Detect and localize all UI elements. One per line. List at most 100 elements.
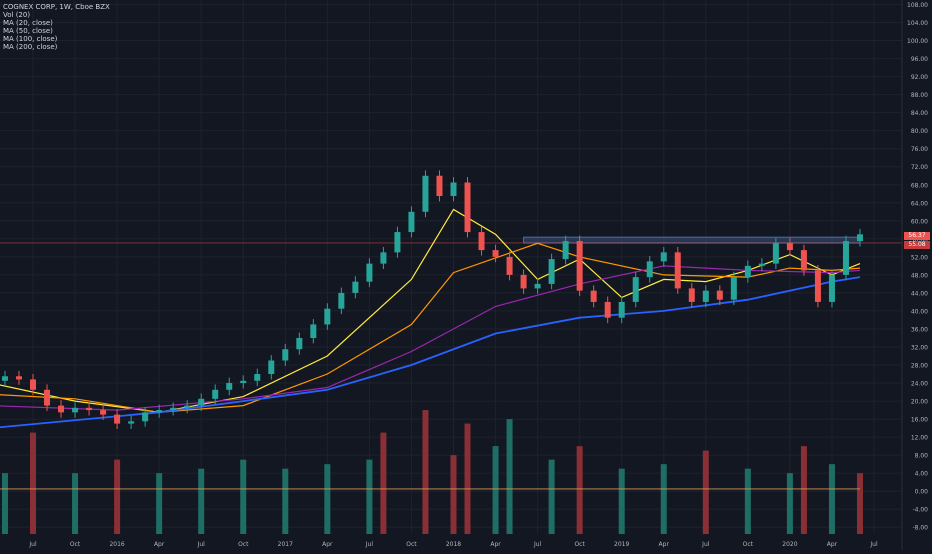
candle-body: [506, 256, 513, 275]
candle-body: [702, 290, 709, 302]
y-tick-label: 104.00: [907, 20, 928, 27]
y-tick-label: 40.00: [911, 308, 928, 315]
y-tick-label: 108.00: [907, 2, 928, 9]
candle-body: [296, 337, 303, 350]
axis-layer: 108.00 104.00 100.00 96.00 92.00 88.00 84.00 80…: [28, 0, 928, 550]
candle-body: [590, 290, 597, 302]
candle-body: [660, 252, 667, 262]
candle-body: [492, 250, 499, 257]
x-tick-label: Jul: [533, 541, 542, 548]
x-tick-label: Jul: [365, 541, 374, 548]
candle-body: [520, 274, 527, 289]
legend-ma-50[interactable]: MA (50, close): [3, 27, 53, 35]
y-tick-label: 72.00: [911, 164, 928, 171]
x-tick-label: Jul: [28, 541, 37, 548]
candle-body: [548, 259, 555, 284]
candle-body: [814, 270, 821, 302]
candle-body: [86, 407, 93, 411]
x-tick-label: 2019: [614, 541, 629, 548]
y-tick-label: 68.00: [911, 182, 928, 189]
volume-bar: [282, 468, 289, 534]
volume-bar: [198, 468, 205, 534]
candle-body: [408, 211, 415, 233]
x-tick-label: Jul: [701, 541, 710, 548]
volume-bar: [464, 423, 471, 534]
legend-ma-20[interactable]: MA (20, close): [3, 19, 53, 27]
candle-body: [1, 376, 8, 381]
candle-body: [156, 410, 163, 413]
candle-body: [254, 374, 261, 381]
x-tick-label: 2017: [278, 541, 293, 548]
candle-body: [646, 261, 653, 278]
candle-body: [828, 274, 835, 302]
candle-body: [15, 376, 22, 380]
volume-bar: [366, 459, 373, 534]
y-tick-label: 64.00: [911, 200, 928, 207]
candle-body: [44, 389, 51, 406]
candle-body: [352, 281, 359, 293]
y-tick-label: 44.00: [911, 290, 928, 297]
x-tick-label: Apr: [322, 541, 333, 548]
resistance-zone: [523, 236, 861, 244]
volume-bar: [72, 473, 79, 534]
x-tick-label: Oct: [743, 541, 754, 548]
candle-body: [716, 290, 723, 300]
candle-body: [786, 243, 793, 251]
y-tick-label: 0.00: [915, 489, 929, 496]
volume-bar: [618, 468, 625, 534]
legend-ma-100[interactable]: MA (100, close): [3, 35, 58, 43]
x-tick-label: Oct: [238, 541, 249, 548]
y-tick-label: -8.00: [912, 525, 928, 532]
x-tick-label: Jul: [869, 541, 878, 548]
candle-body: [422, 175, 429, 212]
volume-bar: [156, 473, 163, 534]
candle-body: [198, 398, 205, 406]
candle-body: [772, 243, 779, 264]
candle-body: [478, 232, 485, 251]
candle-body: [114, 414, 121, 424]
volume-bar: [576, 446, 583, 534]
y-tick-label: 88.00: [911, 92, 928, 99]
volume-bar: [240, 459, 247, 534]
candle-body: [534, 283, 541, 289]
x-tick-label: Oct: [574, 541, 585, 548]
legend-symbol[interactable]: COGNEX CORP, 1W, Cboe BZX: [3, 3, 110, 11]
price-tag-upper: 56.37: [904, 232, 930, 241]
candle-body: [618, 301, 625, 318]
volume-bar: [828, 464, 835, 534]
candle-body: [268, 360, 275, 375]
x-tick-label: 2018: [446, 541, 461, 548]
candle-body: [394, 232, 401, 253]
x-tick-label: Apr: [659, 541, 670, 548]
candle-body: [324, 308, 331, 325]
y-tick-label: 32.00: [911, 344, 928, 351]
candle-body: [380, 252, 387, 264]
candle-body: [100, 410, 107, 415]
x-tick-label: Apr: [154, 541, 165, 548]
y-tick-label: -4.00: [912, 507, 928, 514]
candle-body: [184, 405, 191, 408]
candle-body: [338, 292, 345, 309]
y-tick-label: 100.00: [907, 38, 928, 45]
volume-bar: [422, 410, 429, 534]
x-tick-label: 2020: [782, 541, 797, 548]
volume-bar: [114, 459, 121, 534]
volume-bar: [324, 464, 331, 534]
candle-body: [632, 277, 639, 302]
y-tick-label: 60.00: [911, 218, 928, 225]
candle-body: [58, 405, 65, 413]
legend-ma-200[interactable]: MA (200, close): [3, 43, 58, 51]
volume-bar: [800, 446, 807, 534]
volume-bar: [744, 468, 751, 534]
candle-body: [576, 241, 583, 291]
candle-layer: [1, 170, 863, 430]
legend-volume[interactable]: Vol (20): [3, 11, 31, 19]
y-tick-label: 28.00: [911, 363, 928, 370]
volume-bar: [660, 464, 667, 534]
volume-bar: [506, 419, 513, 534]
y-tick-label: 96.00: [911, 56, 928, 63]
ma-200-line: [0, 276, 861, 429]
candle-body: [282, 349, 289, 361]
